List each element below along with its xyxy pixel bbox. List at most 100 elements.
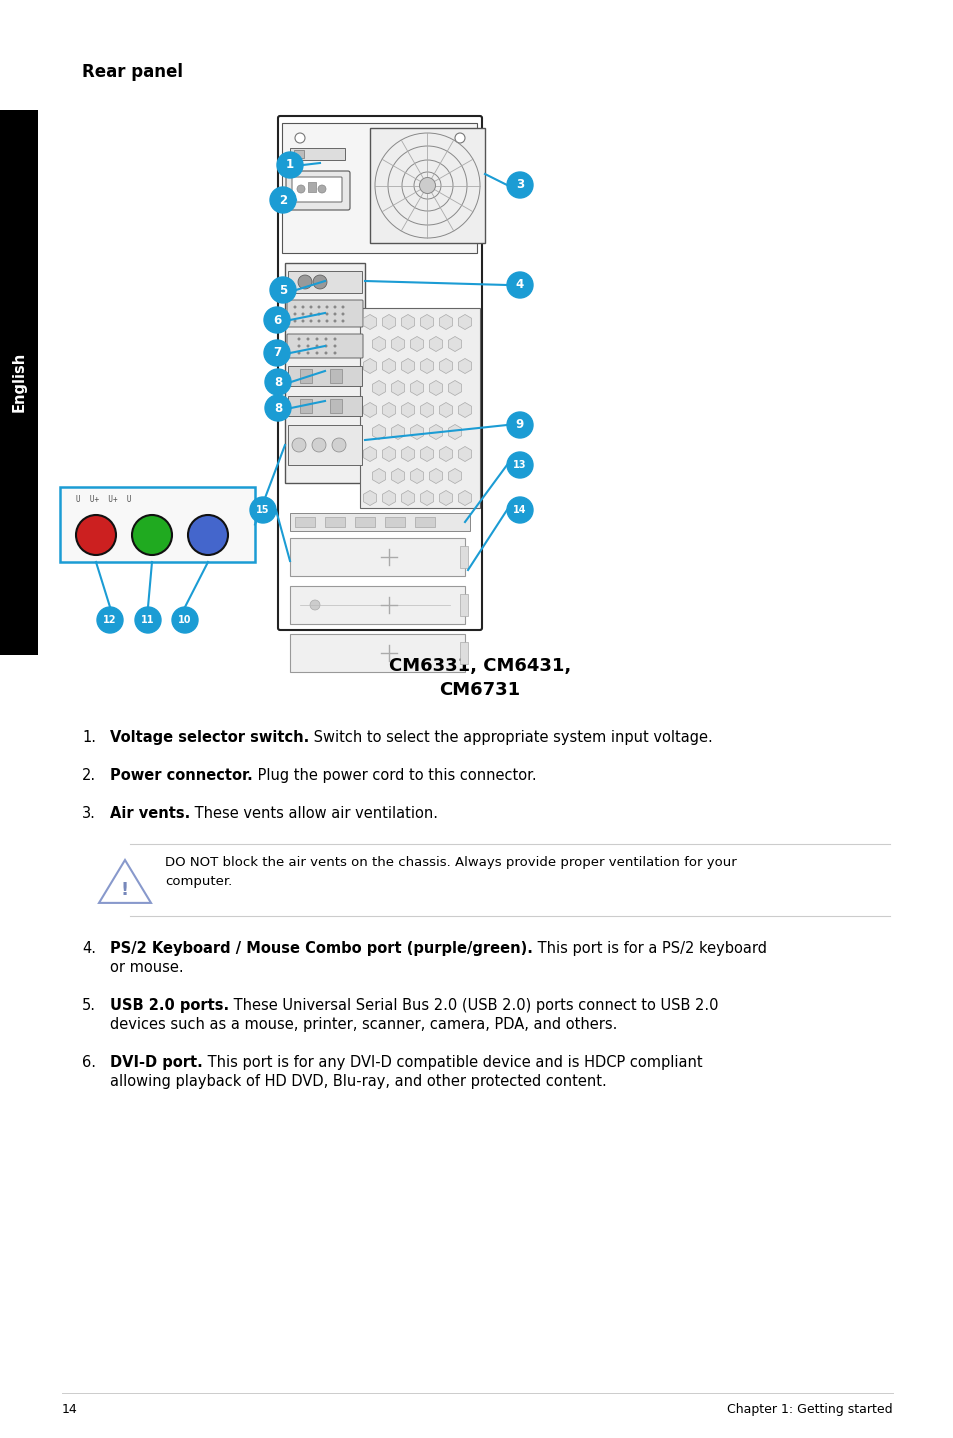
Bar bbox=[330, 398, 341, 413]
Text: These Universal Serial Bus 2.0 (USB 2.0) ports connect to USB 2.0: These Universal Serial Bus 2.0 (USB 2.0)… bbox=[229, 998, 718, 1012]
Text: 10: 10 bbox=[178, 615, 192, 626]
Text: Voltage selector switch.: Voltage selector switch. bbox=[110, 731, 309, 745]
Text: !: ! bbox=[121, 881, 129, 899]
Circle shape bbox=[325, 312, 328, 315]
Text: 9: 9 bbox=[516, 418, 523, 431]
Circle shape bbox=[455, 132, 464, 142]
Bar bbox=[285, 263, 365, 483]
Circle shape bbox=[313, 275, 327, 289]
Circle shape bbox=[188, 515, 228, 555]
Bar bbox=[282, 124, 476, 253]
Bar bbox=[359, 308, 479, 508]
Circle shape bbox=[264, 306, 290, 334]
Circle shape bbox=[310, 600, 319, 610]
Text: allowing playback of HD DVD, Blu-ray, and other protected content.: allowing playback of HD DVD, Blu-ray, an… bbox=[110, 1074, 606, 1089]
Circle shape bbox=[294, 305, 296, 309]
Circle shape bbox=[265, 395, 291, 421]
Text: This port is for any DVI-D compatible device and is HDCP compliant: This port is for any DVI-D compatible de… bbox=[203, 1055, 701, 1070]
Text: 5.: 5. bbox=[82, 998, 96, 1012]
Circle shape bbox=[334, 305, 336, 309]
Circle shape bbox=[250, 498, 275, 523]
Circle shape bbox=[324, 338, 327, 341]
Circle shape bbox=[341, 319, 344, 322]
FancyBboxPatch shape bbox=[287, 301, 363, 326]
Text: CM6331, CM6431,: CM6331, CM6431, bbox=[389, 657, 571, 674]
Circle shape bbox=[419, 177, 435, 194]
Text: 8: 8 bbox=[274, 401, 282, 414]
Circle shape bbox=[296, 186, 305, 193]
Bar bbox=[290, 538, 464, 577]
Circle shape bbox=[317, 305, 320, 309]
Circle shape bbox=[297, 338, 300, 341]
FancyBboxPatch shape bbox=[292, 177, 341, 201]
Text: 2.: 2. bbox=[82, 768, 96, 784]
Bar bbox=[459, 641, 468, 664]
Circle shape bbox=[76, 515, 116, 555]
Text: DO NOT block the air vents on the chassis. Always provide proper ventilation for: DO NOT block the air vents on the chassi… bbox=[165, 856, 736, 869]
Circle shape bbox=[506, 413, 533, 439]
Text: 1.: 1. bbox=[82, 731, 96, 745]
Text: Rear panel: Rear panel bbox=[82, 63, 183, 81]
Circle shape bbox=[264, 339, 290, 367]
Text: USB 2.0 ports.: USB 2.0 ports. bbox=[110, 998, 229, 1012]
Circle shape bbox=[334, 319, 336, 322]
FancyBboxPatch shape bbox=[60, 487, 254, 562]
Circle shape bbox=[172, 607, 198, 633]
Circle shape bbox=[132, 515, 172, 555]
Circle shape bbox=[334, 345, 336, 348]
Circle shape bbox=[301, 319, 304, 322]
Circle shape bbox=[317, 319, 320, 322]
Circle shape bbox=[312, 439, 326, 452]
Circle shape bbox=[334, 312, 336, 315]
Circle shape bbox=[270, 187, 295, 213]
Circle shape bbox=[506, 272, 533, 298]
Bar bbox=[299, 398, 312, 413]
Circle shape bbox=[334, 351, 336, 355]
Bar bbox=[288, 395, 361, 416]
Bar bbox=[325, 518, 345, 526]
Circle shape bbox=[301, 312, 304, 315]
Circle shape bbox=[315, 345, 318, 348]
Text: English: English bbox=[11, 352, 27, 413]
Bar bbox=[290, 587, 464, 624]
Circle shape bbox=[506, 452, 533, 477]
Text: 2: 2 bbox=[278, 194, 287, 207]
Text: U  U+  U+  U: U U+ U+ U bbox=[76, 495, 132, 503]
Circle shape bbox=[292, 439, 306, 452]
Circle shape bbox=[315, 351, 318, 355]
Text: Air vents.: Air vents. bbox=[110, 807, 190, 821]
Circle shape bbox=[332, 439, 346, 452]
Circle shape bbox=[324, 345, 327, 348]
Text: 11: 11 bbox=[141, 615, 154, 626]
Bar bbox=[290, 513, 470, 531]
Bar bbox=[370, 128, 484, 243]
Bar bbox=[294, 150, 304, 158]
Text: 13: 13 bbox=[513, 460, 526, 470]
Circle shape bbox=[341, 312, 344, 315]
Bar bbox=[290, 148, 345, 160]
Bar bbox=[385, 518, 405, 526]
Bar bbox=[459, 594, 468, 615]
FancyBboxPatch shape bbox=[286, 171, 350, 210]
Text: 5: 5 bbox=[278, 283, 287, 296]
Bar bbox=[288, 270, 361, 293]
Text: This port is for a PS/2 keyboard: This port is for a PS/2 keyboard bbox=[533, 940, 766, 956]
Circle shape bbox=[306, 345, 309, 348]
Bar bbox=[355, 518, 375, 526]
Circle shape bbox=[294, 132, 305, 142]
Text: 6: 6 bbox=[273, 313, 281, 326]
Circle shape bbox=[297, 345, 300, 348]
Bar bbox=[330, 370, 341, 383]
Circle shape bbox=[317, 312, 320, 315]
Bar bbox=[0, 109, 38, 654]
Circle shape bbox=[315, 338, 318, 341]
FancyBboxPatch shape bbox=[277, 116, 481, 630]
Text: 12: 12 bbox=[103, 615, 116, 626]
Text: 7: 7 bbox=[273, 347, 281, 360]
Text: Chapter 1: Getting started: Chapter 1: Getting started bbox=[726, 1403, 892, 1416]
Text: Power connector.: Power connector. bbox=[110, 768, 253, 784]
Text: 8: 8 bbox=[274, 375, 282, 388]
Bar bbox=[459, 546, 468, 568]
Text: 4: 4 bbox=[516, 279, 523, 292]
Text: 3.: 3. bbox=[82, 807, 95, 821]
